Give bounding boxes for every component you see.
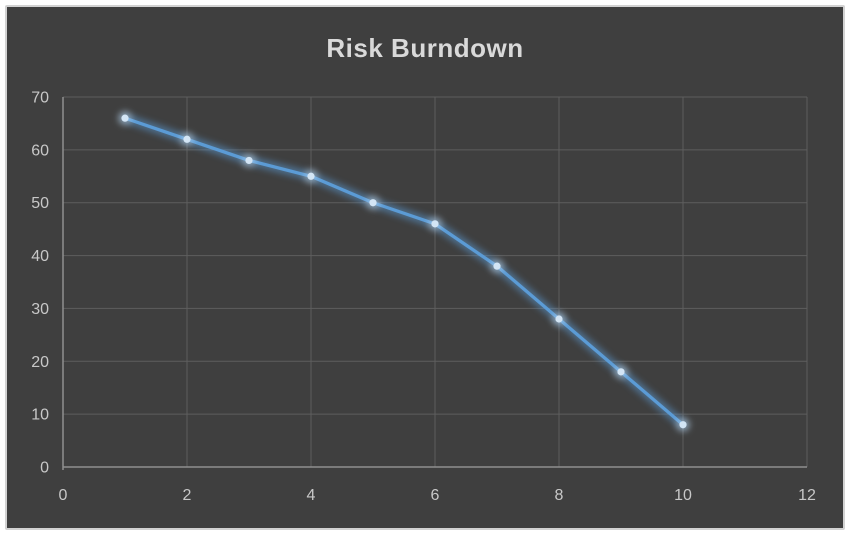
y-axis-tick-label: 60 — [31, 142, 49, 159]
data-point-marker — [555, 315, 563, 323]
data-point-marker — [431, 220, 439, 228]
y-axis-tick-label: 30 — [31, 301, 49, 318]
data-point-marker — [307, 172, 315, 180]
x-axis-tick-label: 8 — [555, 487, 564, 504]
data-point-marker — [121, 114, 129, 122]
x-axis-tick-label: 12 — [798, 487, 816, 504]
data-point-marker — [183, 135, 191, 143]
label-layer: 0 2 4 6 8 10 12 0 10 20 30 40 50 60 70 — [31, 90, 816, 505]
x-axis-tick-label: 4 — [307, 487, 316, 504]
data-point-marker — [245, 156, 253, 165]
grid-layer — [62, 96, 808, 468]
data-point-marker — [617, 368, 625, 376]
series-line — [123, 116, 685, 427]
x-axis-tick-label: 2 — [183, 487, 192, 504]
series-layer — [118, 111, 690, 432]
data-point-marker — [679, 421, 687, 429]
series-line-glow — [120, 113, 688, 430]
x-axis-tick-label: 10 — [674, 487, 692, 504]
y-axis-tick-label: 50 — [31, 195, 49, 212]
data-point-marker — [369, 199, 377, 207]
chart-title: Risk Burndown — [326, 33, 524, 63]
y-axis-tick-label: 20 — [31, 354, 49, 371]
chart-frame — [5, 5, 845, 530]
y-axis-tick-label: 40 — [31, 248, 49, 265]
data-point-marker — [493, 262, 501, 270]
axis-layer — [62, 97, 807, 470]
y-axis-tick-label: 10 — [31, 407, 49, 424]
x-axis-tick-label: 6 — [431, 487, 440, 504]
x-axis-tick-label: 0 — [59, 487, 68, 504]
y-axis-tick-label: 0 — [40, 460, 49, 477]
y-axis-tick-label: 70 — [31, 90, 49, 107]
